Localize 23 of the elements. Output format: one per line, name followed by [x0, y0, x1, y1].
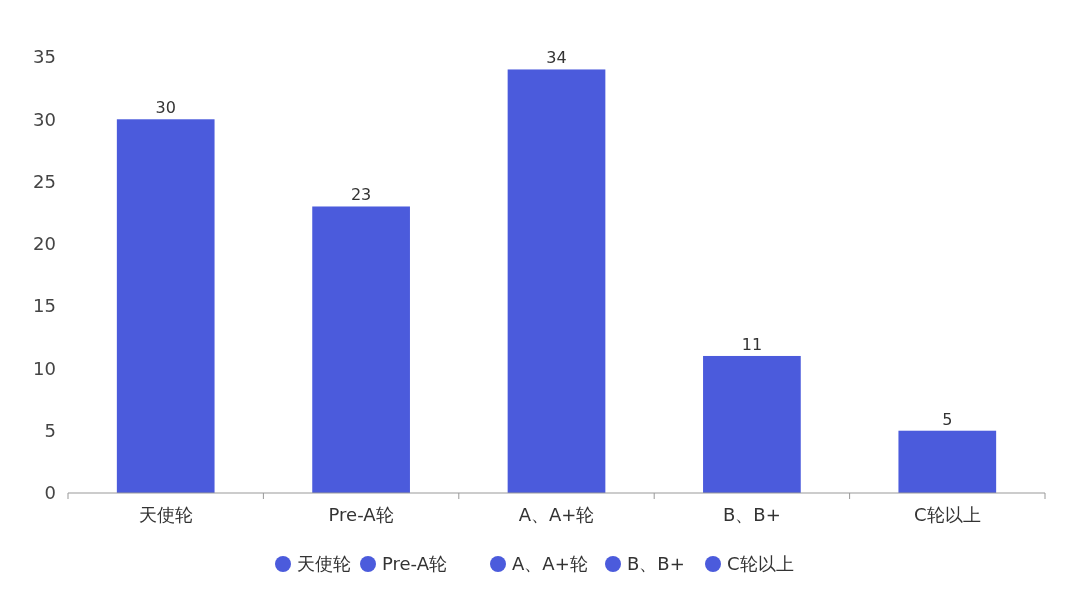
legend-label: C轮以上 — [727, 553, 794, 575]
y-tick-label: 0 — [44, 482, 56, 504]
x-tick-label: C轮以上 — [914, 504, 981, 525]
x-tick-label: 天使轮 — [138, 504, 193, 525]
y-tick-label: 20 — [33, 233, 56, 255]
data-label: 34 — [546, 48, 567, 68]
data-label: 5 — [942, 409, 953, 429]
x-tick-label: B、B+ — [723, 504, 781, 525]
legend-label: B、B+ — [627, 553, 685, 575]
data-label: 11 — [741, 334, 763, 354]
y-tick-label: 10 — [33, 357, 56, 379]
x-tick-label: Pre-A轮 — [328, 504, 394, 525]
y-tick-label: 35 — [33, 46, 56, 68]
y-tick-label: 25 — [33, 170, 56, 192]
y-tick-label: 30 — [33, 108, 56, 130]
legend-label: 天使轮 — [297, 553, 351, 575]
data-label: 30 — [155, 98, 176, 118]
y-tick-label: 5 — [44, 420, 56, 442]
y-tick-label: 15 — [33, 295, 56, 317]
legend-label: Pre-A轮 — [382, 553, 448, 575]
legend-label: A、A+轮 — [512, 553, 588, 575]
data-label: 23 — [350, 185, 372, 205]
x-tick-label: A、A+轮 — [518, 504, 595, 525]
